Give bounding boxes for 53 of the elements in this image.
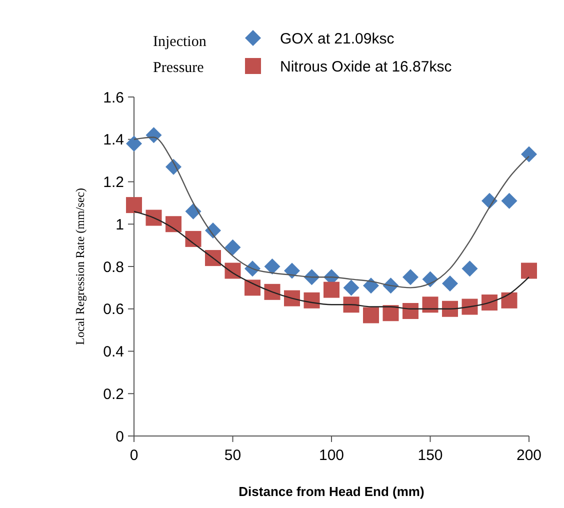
legend-title: Injection Pressure: [153, 34, 207, 76]
y-tick-label: 0.6: [103, 301, 124, 318]
point: [501, 192, 518, 209]
legend-label: GOX at 21.09ksc: [280, 30, 395, 48]
point: [343, 280, 360, 296]
y-tick-label: 0.8: [103, 258, 124, 276]
point: [363, 307, 379, 324]
point: [363, 278, 379, 294]
point: [521, 262, 537, 279]
legend-label: Nitrous Oxide at 16.87ksc: [280, 58, 452, 76]
y-tick-label: 0.4: [103, 344, 124, 360]
y-tick-label: 1.4: [103, 132, 124, 149]
point: [284, 262, 300, 279]
point: [166, 216, 182, 232]
point: [442, 275, 458, 292]
point: [422, 296, 438, 313]
point: [501, 292, 518, 308]
point: [224, 262, 241, 279]
x-tick-label: 150: [418, 447, 443, 464]
point: [382, 305, 399, 322]
point: [521, 146, 537, 162]
point: [284, 290, 300, 306]
point: [462, 260, 478, 277]
point: [146, 210, 162, 226]
y-tick-label: 0.2: [103, 386, 124, 403]
point: [324, 282, 340, 298]
point: [304, 292, 320, 308]
x-tick-label: 100: [318, 447, 344, 464]
point: [126, 136, 142, 152]
point: [402, 302, 418, 319]
y-tick-label: 1: [116, 216, 124, 234]
y-tick-label: 0: [116, 428, 124, 446]
x-axis-title: Distance from Head End (mm): [238, 484, 424, 499]
point: [205, 250, 221, 266]
point: [224, 239, 241, 256]
y-tick-label: 1.6: [103, 89, 124, 106]
x-tick-label: 200: [516, 447, 542, 464]
point: [462, 298, 478, 315]
y-tick-label: 1.2: [103, 174, 124, 191]
point: [482, 294, 498, 311]
x-tick-label: 50: [224, 447, 242, 464]
point: [126, 197, 142, 214]
point: [264, 258, 280, 274]
point: [244, 280, 260, 296]
x-tick-label: 0: [130, 447, 138, 464]
point: [185, 203, 202, 220]
point: [146, 127, 162, 144]
point: [442, 300, 458, 317]
point: [185, 230, 202, 247]
point: [343, 296, 360, 313]
y-axis-title: Local Regression Rate (mm/sec): [73, 188, 87, 345]
point: [402, 269, 418, 286]
point: [264, 284, 280, 300]
